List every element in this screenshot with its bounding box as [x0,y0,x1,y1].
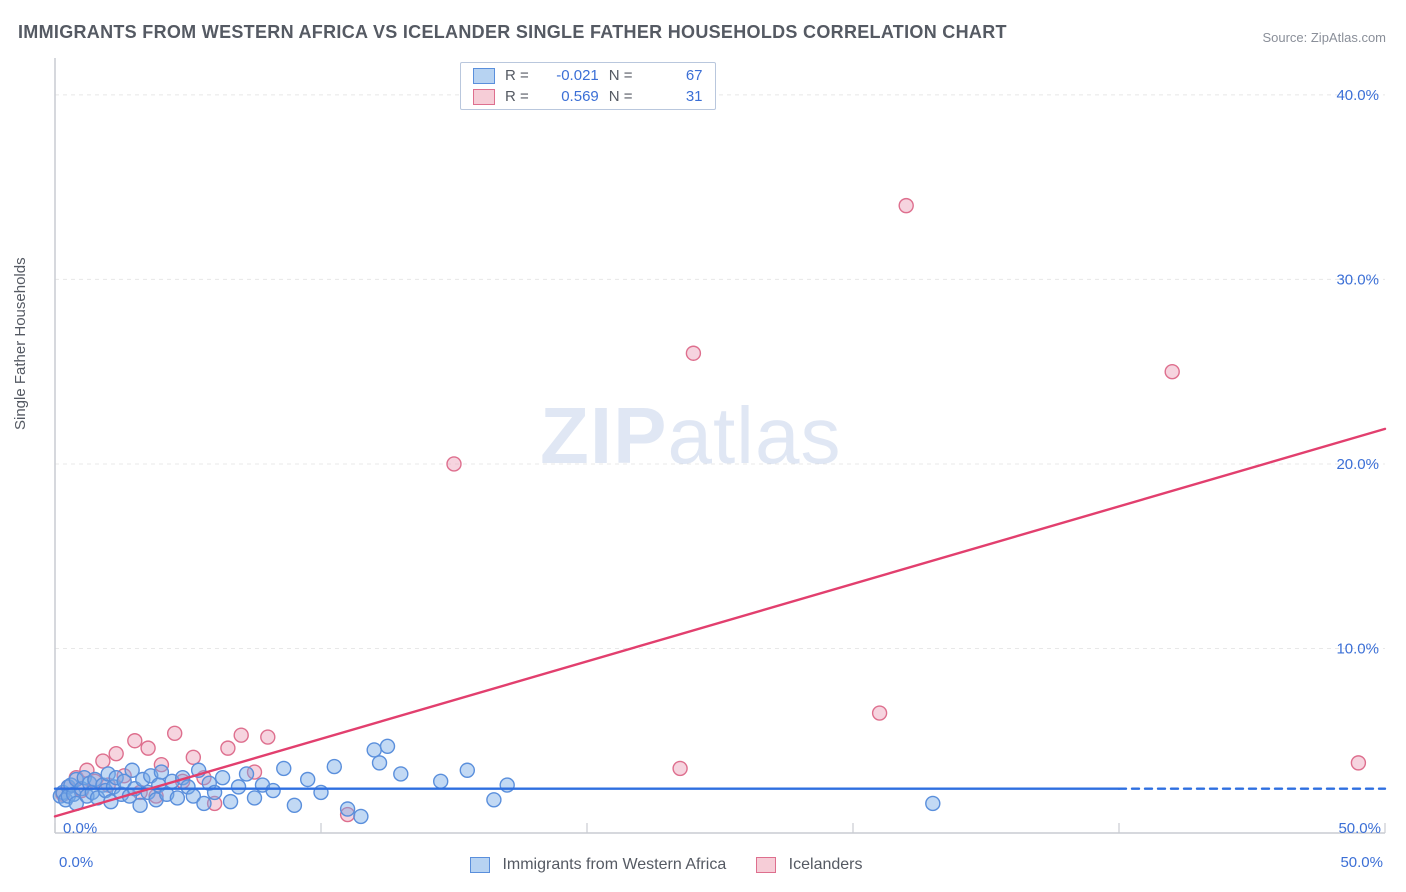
chart-title: IMMIGRANTS FROM WESTERN AFRICA VS ICELAN… [18,22,1007,43]
legend-series: Immigrants from Western Africa Icelander… [470,856,863,874]
legend-n-label: N = [609,88,633,105]
svg-text:0.0%: 0.0% [63,820,97,837]
svg-text:10.0%: 10.0% [1336,640,1379,657]
svg-text:30.0%: 30.0% [1336,271,1379,288]
legend-swatch [470,857,490,873]
legend-item-label: Icelanders [789,856,863,873]
legend-swatch [473,68,495,84]
svg-text:50.0%: 50.0% [1340,854,1383,871]
legend-swatch [756,857,776,873]
legend-stats-row: R = -0.021 N = 67 [461,65,715,86]
legend-n-label: N = [609,67,633,84]
chart-area: 0.0%50.0%0.0%50.0%10.0%20.0%30.0%40.0% [55,58,1385,833]
legend-item-label: Immigrants from Western Africa [502,856,726,873]
legend-r-label: R = [505,67,529,84]
svg-text:50.0%: 50.0% [1338,820,1381,837]
legend-stats: R = -0.021 N = 67 R = 0.569 N = 31 [460,62,716,110]
legend-item: Immigrants from Western Africa [470,856,726,874]
legend-r-value: 0.569 [539,88,599,105]
legend-r-label: R = [505,88,529,105]
y-axis-label: Single Father Households [12,257,29,430]
svg-text:40.0%: 40.0% [1336,87,1379,104]
legend-r-value: -0.021 [539,67,599,84]
legend-swatch [473,89,495,105]
svg-text:0.0%: 0.0% [59,854,93,871]
source-label: Source: ZipAtlas.com [1262,30,1386,45]
legend-stats-row: R = 0.569 N = 31 [461,86,715,107]
legend-n-value: 67 [643,67,703,84]
legend-n-value: 31 [643,88,703,105]
svg-text:20.0%: 20.0% [1336,456,1379,473]
scatter-chart: 0.0%50.0%0.0%50.0%10.0%20.0%30.0%40.0% [55,58,1385,833]
legend-item: Icelanders [756,856,862,874]
